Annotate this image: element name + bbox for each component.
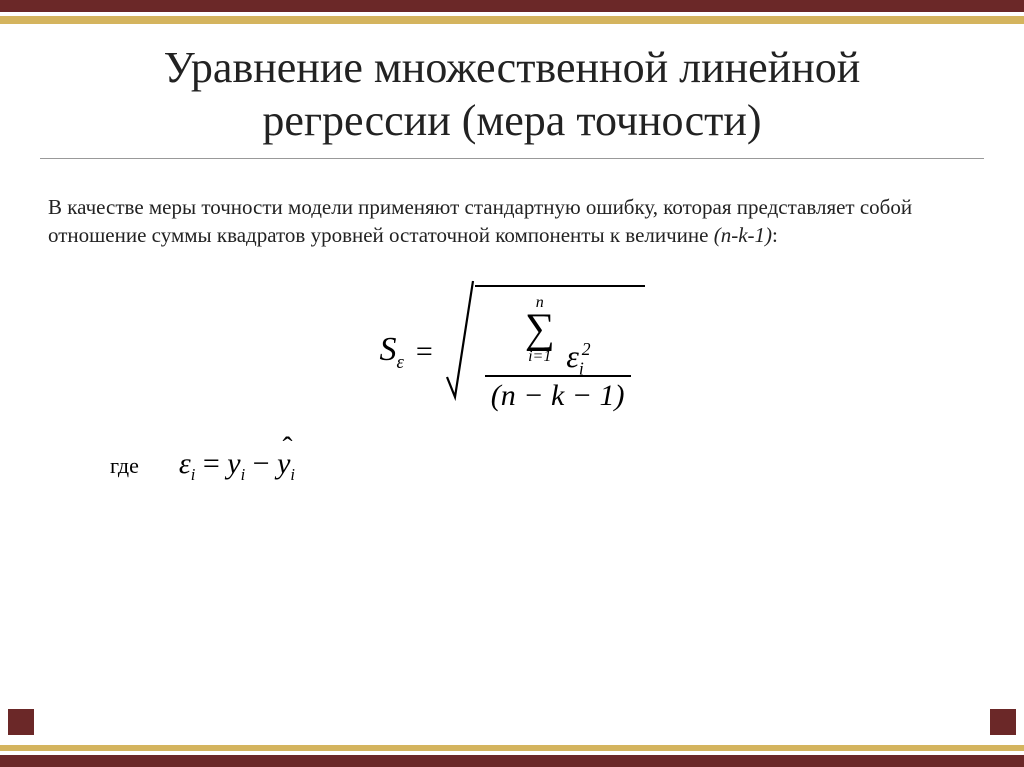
sigma-lower: i=1 — [525, 349, 555, 365]
main-formula: Sε = n ∑ i=1 εi2 — [0, 285, 1024, 419]
sum-var-sup: 2 — [582, 339, 591, 359]
corner-box-bl — [8, 709, 34, 735]
where-y-sub: i — [241, 465, 246, 484]
where-eps-sub: i — [191, 465, 196, 484]
where-minus: − — [253, 447, 277, 480]
sigma: n ∑ i=1 — [525, 295, 555, 365]
where-yhat-y: y — [277, 447, 290, 480]
formula-equals: = — [416, 335, 433, 369]
formula-S-sub: ε — [396, 352, 403, 373]
body-paragraph: В качестве меры точности модели применяю… — [0, 183, 1024, 250]
denominator: (n − k − 1) — [485, 375, 631, 415]
top-decorative-bars — [0, 0, 1024, 24]
where-y: y — [227, 447, 240, 480]
fraction: n ∑ i=1 εi2 (n − k − 1) — [485, 293, 631, 415]
sum-term: εi2 — [566, 338, 590, 374]
where-clause: где εi = yi − yi — [0, 447, 1024, 485]
radical-sign — [445, 285, 475, 419]
slide-title: Уравнение множественной линейной регресс… — [0, 24, 1024, 158]
body-text-main: В качестве меры точности модели применяю… — [48, 195, 912, 247]
bottom-bar-dark — [0, 755, 1024, 767]
corner-box-br — [990, 709, 1016, 735]
where-yhat-sub: i — [290, 465, 295, 484]
formula-lhs: Sε — [379, 331, 403, 374]
where-eps: ε — [179, 447, 191, 480]
formula-S: S — [379, 331, 396, 368]
top-bar-light — [0, 16, 1024, 24]
where-eq: = — [203, 447, 227, 480]
sigma-symbol: ∑ — [525, 311, 555, 349]
bottom-decorative-bars — [0, 745, 1024, 767]
where-yhat: y — [277, 447, 290, 481]
numerator: n ∑ i=1 εi2 — [485, 293, 631, 375]
radicand: n ∑ i=1 εi2 (n − k − 1) — [475, 285, 645, 419]
body-italic-term: (n-k-1) — [714, 223, 772, 247]
top-bar-dark — [0, 0, 1024, 12]
sum-var: ε — [566, 338, 579, 374]
title-line-2: регрессии (мера точности) — [262, 96, 761, 145]
title-line-1: Уравнение множественной линейной — [164, 43, 861, 92]
sum-var-sub: i — [579, 358, 584, 378]
title-underline — [40, 158, 984, 159]
body-tail: : — [772, 223, 778, 247]
where-label: где — [110, 453, 139, 479]
where-formula: εi = yi − yi — [179, 447, 295, 485]
sqrt-expression: n ∑ i=1 εi2 (n − k − 1) — [445, 285, 645, 419]
